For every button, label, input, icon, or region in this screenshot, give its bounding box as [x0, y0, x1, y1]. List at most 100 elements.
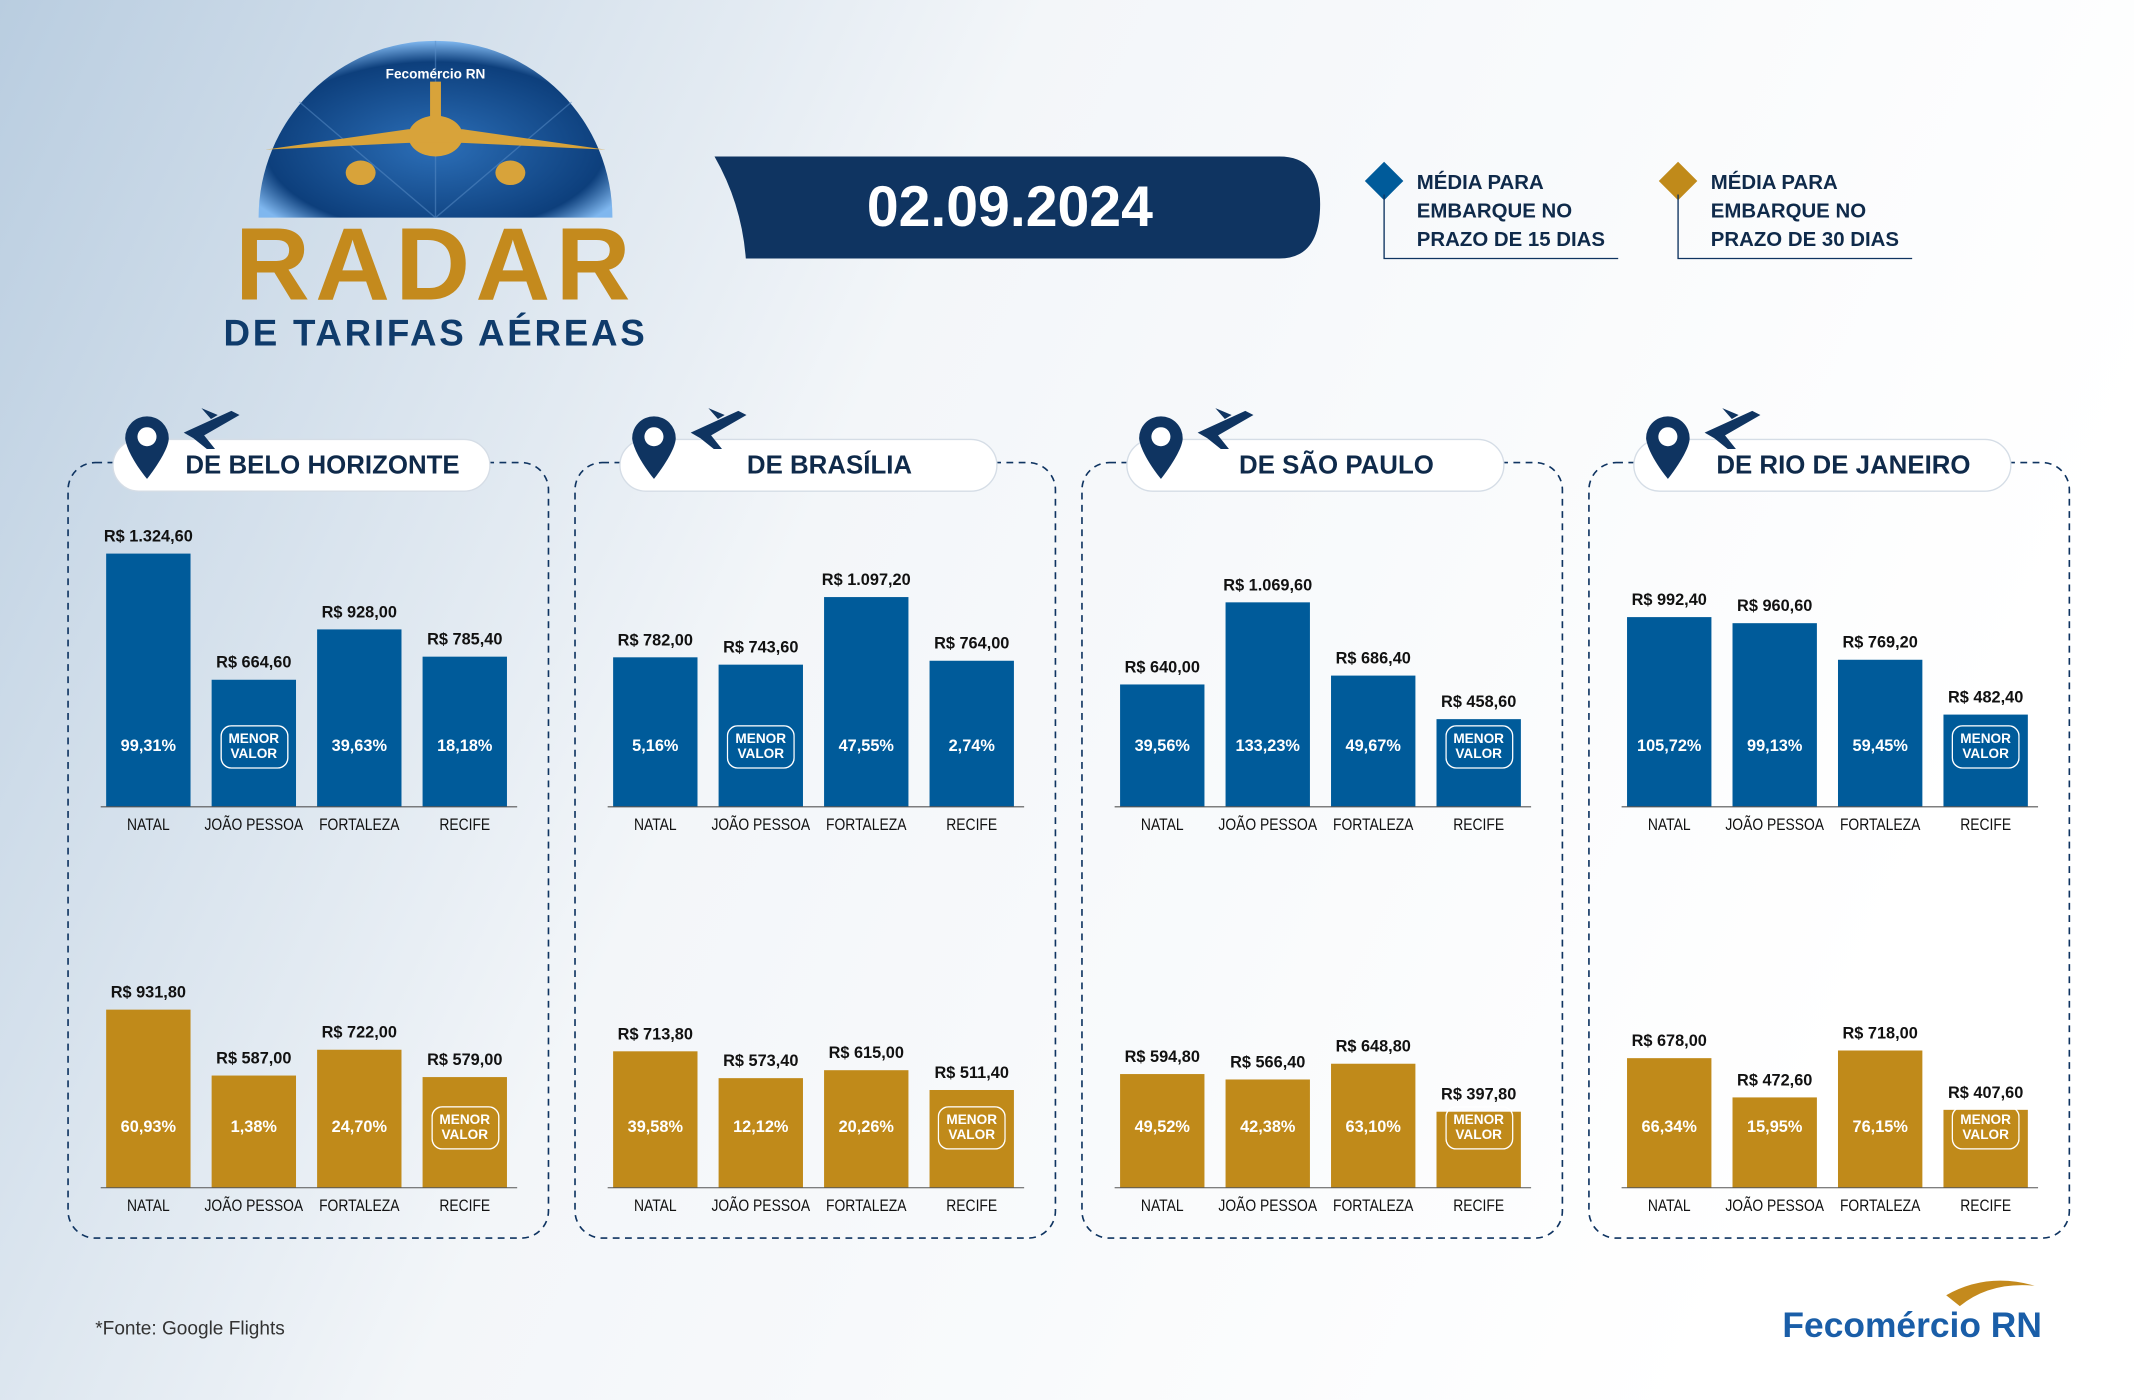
bar	[1627, 1058, 1712, 1188]
percent-label: 20,26%	[839, 1118, 895, 1136]
pin-icon	[1139, 416, 1183, 479]
legend-label: EMBARQUE NO	[1711, 201, 1866, 223]
menor-valor: MENOR VALOR	[219, 725, 288, 769]
bar	[613, 657, 698, 807]
percent-label: 12,12%	[733, 1118, 789, 1136]
category-label: JOÃO PESSOA	[711, 1197, 810, 1215]
value-label: R$ 458,60	[1441, 693, 1516, 711]
value-label: R$ 566,40	[1230, 1053, 1305, 1071]
menor-valor: MENOR VALOR	[1951, 1106, 2020, 1150]
logo-title: RADAR	[235, 205, 636, 321]
percent-label: 18,18%	[437, 737, 493, 755]
value-label: R$ 678,00	[1632, 1032, 1707, 1050]
legend-rule	[1677, 194, 1913, 260]
pin-icon	[1646, 416, 1690, 479]
note-badge: MENOR VALOR	[726, 725, 795, 769]
percent-label: 60,93%	[121, 1118, 177, 1136]
bar	[211, 1075, 297, 1188]
value-label: R$ 992,40	[1632, 591, 1707, 609]
category-label: FORTALEZA	[826, 1197, 907, 1215]
bar	[613, 1051, 698, 1188]
bar	[317, 1049, 402, 1188]
percent-label: 42,38%	[1240, 1118, 1296, 1136]
bar	[1120, 1074, 1205, 1188]
value-label: R$ 615,00	[829, 1044, 904, 1062]
value-label: R$ 664,60	[216, 654, 291, 672]
legend-swatch	[1658, 161, 1698, 201]
plane-icon	[690, 408, 747, 449]
value-label: R$ 713,80	[618, 1025, 693, 1043]
percent-label: 59,45%	[1853, 737, 1909, 755]
source: *Fonte: Google Flights	[95, 1318, 285, 1339]
menor-valor: MENOR VALOR	[430, 1106, 499, 1150]
value-label: R$ 407,60	[1948, 1084, 2023, 1102]
value-label: R$ 718,00	[1843, 1024, 1918, 1042]
note-badge: MENOR VALOR	[937, 1106, 1006, 1150]
value-label: R$ 782,00	[618, 631, 693, 649]
bar	[1837, 1050, 1923, 1188]
percent-label: 99,31%	[121, 737, 177, 755]
percent-label: 2,74%	[949, 737, 996, 755]
percent-label: 1,38%	[231, 1118, 278, 1136]
category-label: FORTALEZA	[319, 1197, 400, 1215]
plane-icon	[1704, 408, 1761, 449]
bar	[1627, 617, 1712, 807]
legend-label: PRAZO DE 30 DIAS	[1711, 229, 1899, 251]
bar	[106, 1009, 191, 1188]
bar	[718, 1078, 803, 1188]
date-banner	[714, 156, 1321, 259]
value-label: R$ 640,00	[1125, 658, 1200, 676]
bar	[1436, 1111, 1521, 1188]
value-label: R$ 960,60	[1737, 597, 1812, 615]
menor-valor: MENOR VALOR	[937, 1106, 1006, 1150]
category-label: RECIFE	[439, 1197, 490, 1215]
menor-valor: MENOR VALOR	[726, 725, 795, 769]
bar	[1331, 1063, 1416, 1188]
value-label: R$ 1.069,60	[1223, 576, 1312, 594]
category-label: FORTALEZA	[1840, 1197, 1921, 1215]
category-label: JOÃO PESSOA	[1218, 1197, 1317, 1215]
category-label: NATAL	[634, 1197, 677, 1215]
logo-subtitle: DE TARIFAS AÉREAS	[224, 313, 648, 354]
panel-header	[1633, 438, 2012, 492]
bar	[1225, 1079, 1310, 1188]
menor-valor: MENOR VALOR	[1951, 725, 2020, 769]
bar	[317, 629, 402, 807]
logo-brand: Fecomércio RN	[386, 66, 486, 81]
pin-hole	[137, 427, 157, 447]
logo: Fecomércio RN RADAR DE TARIFAS AÉREAS	[224, 40, 648, 354]
value-label: R$ 472,60	[1737, 1071, 1812, 1089]
pin-icon	[632, 416, 676, 479]
panel-header	[1126, 438, 1505, 492]
note-badge: MENOR VALOR	[1951, 725, 2020, 769]
pin-hole	[644, 427, 664, 447]
bar	[1732, 1097, 1817, 1188]
panel-title: DE RIO DE JANEIRO	[1716, 451, 1970, 479]
bar	[422, 1077, 507, 1188]
percent-label: 15,95%	[1747, 1118, 1803, 1136]
value-label: R$ 743,60	[723, 639, 798, 657]
bar	[1225, 602, 1310, 807]
value-label: R$ 1.097,20	[822, 571, 911, 589]
category-label: FORTALEZA	[319, 816, 400, 834]
bar	[824, 597, 909, 807]
panel-title: DE BELO HORIZONTE	[185, 451, 459, 479]
value-label: R$ 573,40	[723, 1052, 798, 1070]
bar	[824, 1070, 909, 1188]
percent-label: 99,13%	[1747, 737, 1803, 755]
category-label: NATAL	[1141, 1197, 1184, 1215]
category-label: NATAL	[1648, 816, 1691, 834]
plane-icon	[183, 408, 240, 449]
value-label: R$ 648,80	[1336, 1038, 1411, 1056]
note-badge: MENOR VALOR	[1444, 1106, 1513, 1150]
percent-label: 105,72%	[1637, 737, 1702, 755]
category-label: NATAL	[127, 816, 170, 834]
category-label: FORTALEZA	[826, 816, 907, 834]
category-label: RECIFE	[439, 816, 490, 834]
category-label: NATAL	[1141, 816, 1184, 834]
category-label: JOÃO PESSOA	[1725, 1197, 1824, 1215]
bar	[106, 553, 191, 807]
percent-label: 63,10%	[1346, 1118, 1402, 1136]
value-label: R$ 931,80	[111, 984, 186, 1002]
